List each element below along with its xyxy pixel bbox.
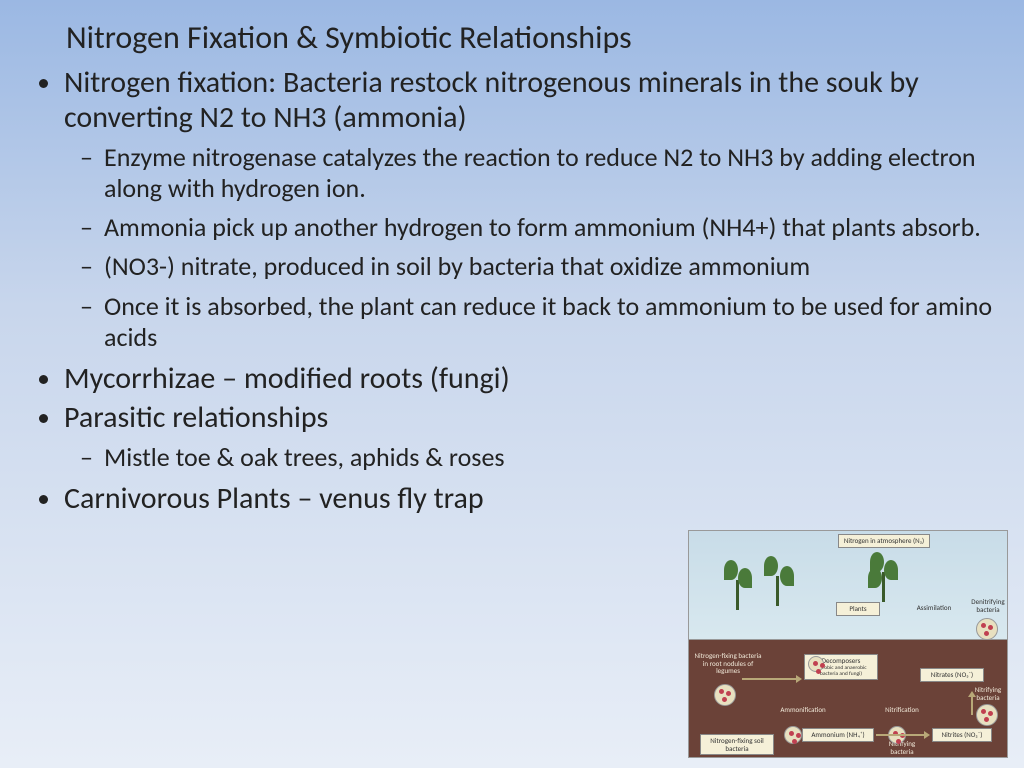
plant-icon	[864, 552, 904, 602]
sub-list: Mistle toe & oak trees, aphids & roses	[64, 442, 994, 473]
slide-title: Nitrogen Fixation & Symbiotic Relationsh…	[0, 0, 1024, 65]
arrow-icon	[742, 678, 798, 680]
arrow-icon	[971, 695, 973, 715]
bullet-mycorrhizae: Mycorrhizae – modified roots (fungi)	[64, 361, 994, 396]
label-assimilation: Assimilation	[906, 604, 962, 612]
label-fixing-bacteria: Nitrogen-fixing bacteria in root nodules…	[694, 652, 762, 675]
nitrogen-cycle-diagram: Nitrogen in atmosphere (N₂) Plants Assim…	[688, 530, 1008, 758]
box-nitrates: Nitrates (NO₃⁻)	[920, 668, 984, 682]
label-nitrification: Nitrification	[874, 706, 930, 714]
bullet-nitrogen-fixation: Nitrogen fixation: Bacteria restock nitr…	[64, 65, 994, 353]
slide-body: Nitrogen fixation: Bacteria restock nitr…	[0, 65, 1024, 516]
bacteria-icon	[784, 726, 802, 744]
sub-list: Enzyme nitrogenase catalyzes the reactio…	[64, 142, 994, 353]
bullet-list: Nitrogen fixation: Bacteria restock nitr…	[30, 65, 994, 516]
label-denitrifying: Denitrifying bacteria	[966, 598, 1010, 613]
sub-absorbed: Once it is absorbed, the plant can reduc…	[104, 291, 994, 353]
bacteria-icon	[976, 704, 998, 726]
box-atmosphere: Nitrogen in atmosphere (N₂)	[838, 534, 930, 548]
bullet-carnivorous: Carnivorous Plants – venus fly trap	[64, 481, 994, 516]
sub-ammonia: Ammonia pick up another hydrogen to form…	[104, 212, 994, 243]
label-ammonification: Ammonification	[768, 706, 838, 714]
bullet-parasitic: Parasitic relationships Mistle toe & oak…	[64, 400, 994, 473]
box-soil-bacteria: Nitrogen-fixing soil bacteria	[700, 734, 774, 755]
bacteria-icon	[714, 684, 736, 706]
bullet-text: Parasitic relationships	[64, 399, 328, 436]
bacteria-icon	[808, 656, 824, 672]
bacteria-icon	[976, 618, 998, 640]
plant-icon	[718, 560, 758, 610]
sub-mistletoe: Mistle toe & oak trees, aphids & roses	[104, 442, 994, 473]
plant-icon	[758, 556, 798, 606]
box-nitrites: Nitrites (NO₂⁻)	[932, 728, 992, 742]
bullet-text: Nitrogen fixation: Bacteria restock nitr…	[64, 64, 919, 136]
sub-nitrate: (NO3-) nitrate, produced in soil by bact…	[104, 251, 994, 282]
arrow-icon	[876, 734, 926, 736]
box-ammonium: Ammonium (NH₄⁺)	[802, 728, 874, 742]
box-plants: Plants	[836, 602, 880, 616]
sub-enzyme: Enzyme nitrogenase catalyzes the reactio…	[104, 142, 994, 204]
